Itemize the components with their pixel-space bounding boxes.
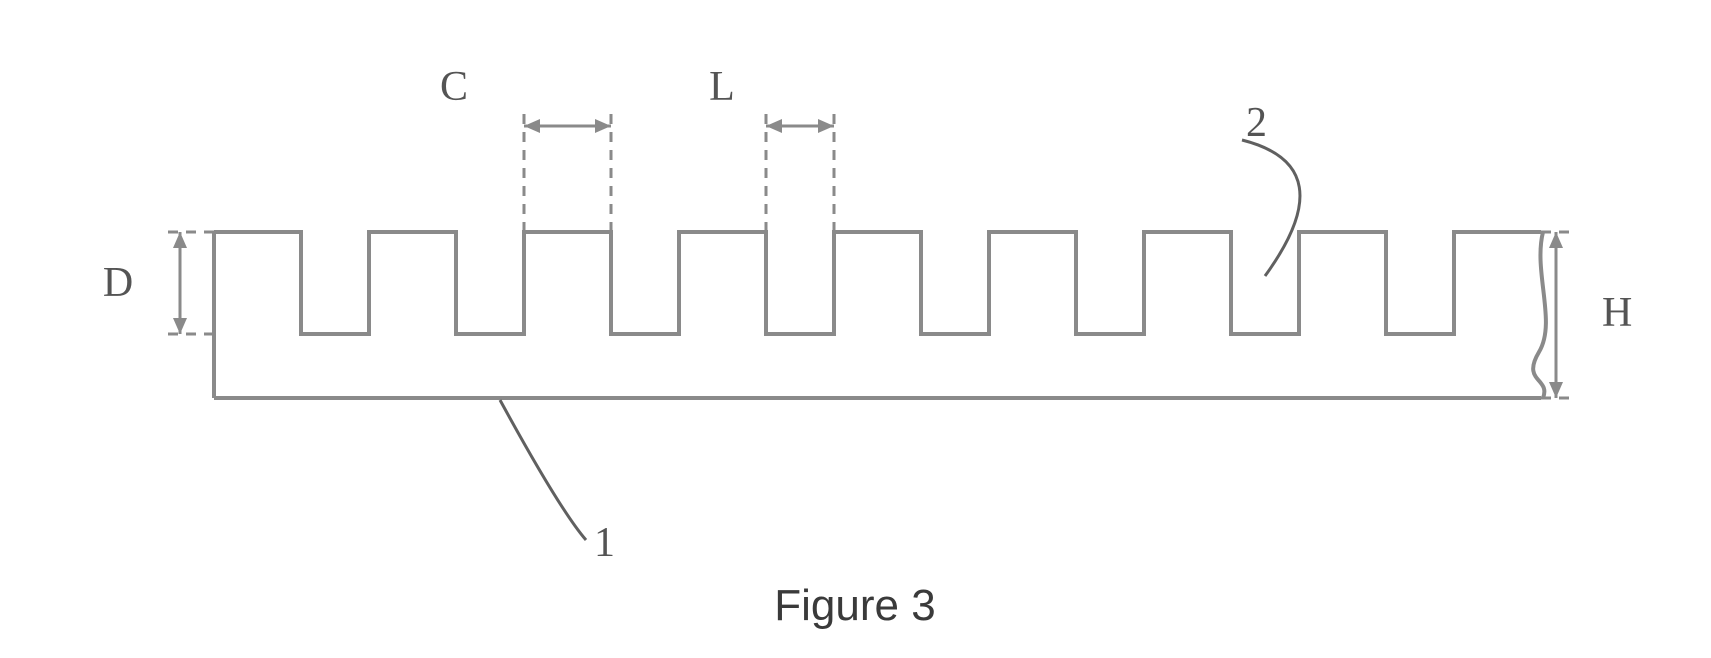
leader-1 [500, 400, 586, 540]
dim-l-arrow-left [766, 119, 782, 133]
break-line-right [1533, 232, 1546, 398]
dim-d-arrow-top [173, 232, 187, 248]
dim-c-label: C [440, 64, 468, 110]
dim-l-label: L [709, 64, 735, 110]
dim-l-arrow-right [818, 119, 834, 133]
ref-2-label: 2 [1246, 100, 1267, 146]
dim-c-arrow-right [595, 119, 611, 133]
figure-caption: Figure 3 [774, 581, 935, 630]
dim-h-arrow-bot [1549, 382, 1563, 398]
dim-d-label: D [103, 260, 133, 306]
dim-c-arrow-left [524, 119, 540, 133]
leader-2 [1242, 140, 1300, 276]
ref-1-label: 1 [594, 520, 615, 566]
dim-h-label: H [1602, 290, 1632, 336]
dim-d-arrow-bot [173, 318, 187, 334]
profile-top [214, 232, 1541, 334]
dim-h-arrow-top [1549, 232, 1563, 248]
